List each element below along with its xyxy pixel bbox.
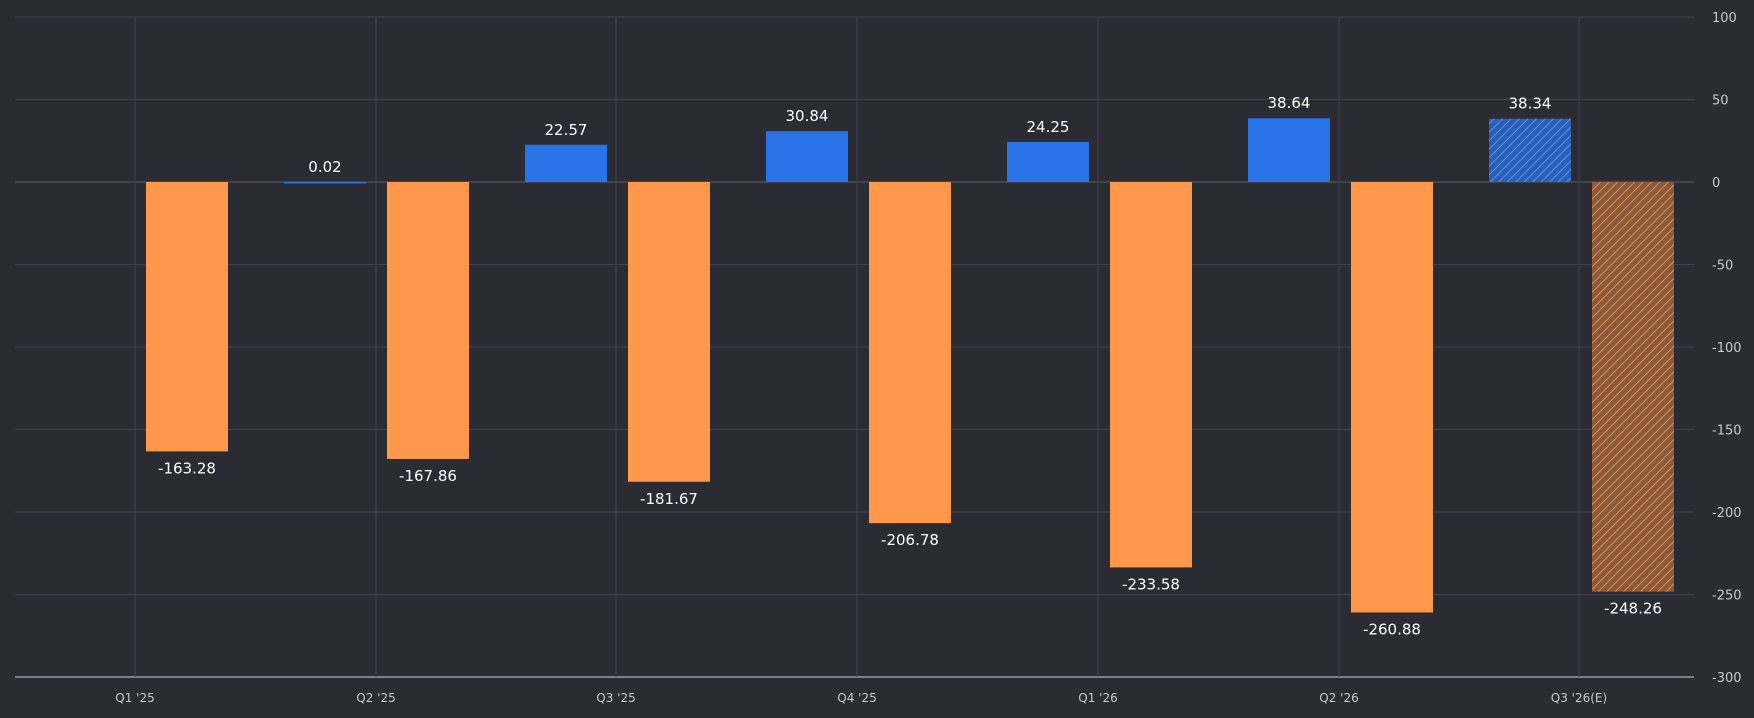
y-tick-label: 0 xyxy=(1712,176,1720,191)
bar-positive xyxy=(1248,118,1330,182)
y-tick-label: -50 xyxy=(1712,259,1733,274)
bar-negative xyxy=(387,182,469,459)
data-label: 24.25 xyxy=(1027,118,1070,136)
data-label: -181.67 xyxy=(640,490,698,508)
y-tick-label: -200 xyxy=(1712,506,1742,521)
y-tick-label: 50 xyxy=(1712,94,1729,109)
x-tick-label: Q3 '25 xyxy=(596,691,635,705)
x-tick-label: Q1 '26 xyxy=(1078,691,1117,705)
data-label: -260.88 xyxy=(1363,620,1421,638)
bar-negative xyxy=(869,182,951,524)
bar-positive xyxy=(525,144,607,182)
x-axis: Q1 '25 Q2 '25 Q3 '25 Q4 '25 Q1 '26 Q2 '26 Q3 '… xyxy=(115,691,1607,705)
bar-negative-estimate xyxy=(1592,182,1674,592)
bar-negative xyxy=(1110,182,1192,568)
bar-negative xyxy=(1351,182,1433,613)
grid xyxy=(15,16,1694,678)
data-label: 0.02 xyxy=(308,158,341,176)
y-tick-label: -150 xyxy=(1712,424,1742,439)
y-tick-label: -300 xyxy=(1712,671,1742,686)
data-label: 22.57 xyxy=(545,121,588,139)
bar-negative xyxy=(146,182,228,452)
data-label: 38.34 xyxy=(1509,95,1552,113)
data-label: -206.78 xyxy=(881,531,939,549)
y-tick-label: 100 xyxy=(1712,11,1737,26)
data-label: -233.58 xyxy=(1122,575,1180,593)
y-axis: 100 50 0 -50 -100 -150 -200 -250 -300 xyxy=(1712,11,1742,686)
bar-positive xyxy=(766,131,848,182)
data-label: 30.84 xyxy=(786,107,829,125)
bar-positive xyxy=(284,181,366,184)
data-label: -248.26 xyxy=(1604,600,1662,618)
x-tick-label: Q1 '25 xyxy=(115,691,154,705)
x-tick-label: Q2 '25 xyxy=(356,691,395,705)
data-label: -167.86 xyxy=(399,467,457,485)
data-label: -163.28 xyxy=(158,459,216,477)
bar-negative xyxy=(628,182,710,482)
bar-positive xyxy=(1007,141,1089,182)
x-tick-label: Q4 '25 xyxy=(837,691,876,705)
bar-positive-estimate xyxy=(1489,118,1571,182)
x-tick-label: Q2 '26 xyxy=(1319,691,1358,705)
data-label: 38.64 xyxy=(1268,94,1311,112)
data-labels: 0.02 22.57 30.84 24.25 38.64 38.34 -163.28 -167… xyxy=(158,94,1662,638)
x-tick-label: Q3 '26(E) xyxy=(1551,691,1607,705)
y-tick-label: -100 xyxy=(1712,341,1742,356)
bars xyxy=(146,118,1674,613)
y-tick-label: -250 xyxy=(1712,589,1742,604)
